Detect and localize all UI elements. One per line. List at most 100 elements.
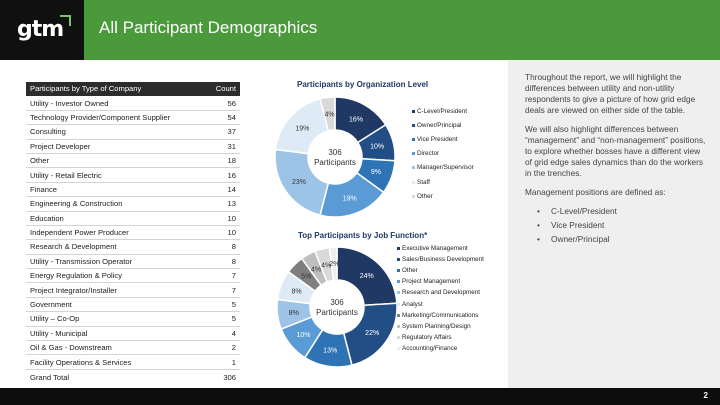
company-type-table: Participants by Type of Company Count Ut… <box>26 82 240 384</box>
table-row: Utility - Municipal 4 <box>26 327 240 342</box>
legend-item: Executive Management <box>397 243 484 254</box>
side-panel-text: Throughout the report, we will highlight… <box>525 72 709 248</box>
legend-label: Manager/Supervisor <box>417 164 474 172</box>
side-paragraph-2: We will also highlight differences betwe… <box>525 124 706 178</box>
legend-swatch <box>397 302 400 306</box>
legend-label: Owner/Principal <box>417 121 462 129</box>
side-paragraph-1: Throughout the report, we will highlight… <box>525 72 696 115</box>
legend-label: System Planning/Design <box>402 322 471 330</box>
table-row-label: Utility - Municipal <box>30 328 88 338</box>
donut-center-label: 306 <box>330 298 344 307</box>
donut-slice <box>336 246 398 307</box>
legend-item: Owner/Principal <box>412 118 474 132</box>
list-item: Vice President <box>537 220 709 231</box>
legend-swatch <box>397 346 400 350</box>
table-total-label: Grand Total <box>30 372 70 382</box>
table-row-count: 7 <box>231 271 236 281</box>
table-row-count: 37 <box>227 127 236 137</box>
table-row-label: Finance <box>30 184 58 194</box>
legend-item: Other <box>397 265 484 276</box>
slice-value-label: 22% <box>365 330 379 337</box>
footer-bar: 2 <box>0 388 720 405</box>
table-row: Project Developer 31 <box>26 140 240 154</box>
legend-item: Analyst <box>397 298 484 309</box>
legend-label: Project Management <box>402 278 461 286</box>
table-row-count: 5 <box>231 314 236 324</box>
donut-slice <box>319 96 336 132</box>
legend-swatch <box>397 280 400 284</box>
slice-value-label: 16% <box>349 116 363 123</box>
legend-item: Sales/Business Development <box>397 254 484 265</box>
table-row-label: Utility - Retail Electric <box>30 170 102 180</box>
table-row: Utility - Investor Owned 56 <box>26 96 240 111</box>
legend-label: Sales/Business Development <box>402 256 484 264</box>
table-row-count: 7 <box>231 285 236 295</box>
table-row-count: 4 <box>231 328 236 338</box>
table-row: Government 5 <box>26 298 240 313</box>
slice-value-label: 24% <box>360 273 374 280</box>
table-row-label: Engineering & Construction <box>30 199 123 209</box>
side-paragraph-3: Management positions are defined as: <box>525 187 666 197</box>
logo-text: gtm <box>17 17 64 42</box>
table-row-label: Education <box>30 213 64 223</box>
table-row: Independent Power Producer 10 <box>26 226 240 241</box>
table-row-count: 16 <box>227 170 236 180</box>
table-row-label: Other <box>30 156 49 166</box>
gtm-logo: gtm <box>0 0 84 60</box>
table-row-label: Facility Operations & Services <box>30 357 132 367</box>
slice-value-label: 10% <box>370 144 384 151</box>
table-row-label: Project Developer <box>30 141 91 151</box>
table-row-label: Technology Provider/Component Supplier <box>30 112 171 122</box>
table-row: Facility Operations & Services 1 <box>26 355 240 370</box>
legend-label: Analyst <box>402 300 423 308</box>
table-row-count: 8 <box>231 256 236 266</box>
legend-swatch <box>412 180 415 184</box>
legend-label: Executive Management <box>402 245 468 253</box>
table-row: Oil & Gas - Downstream 2 <box>26 341 240 356</box>
table-row-label: Utility - Transmission Operator <box>30 256 133 266</box>
table-row-label: Utility - Investor Owned <box>30 98 109 108</box>
table-row-count: 13 <box>227 199 236 209</box>
table-row: Utility - Retail Electric 16 <box>26 168 240 183</box>
side-panel: Throughout the report, we will highlight… <box>508 60 720 388</box>
legend-item: Manager/Supervisor <box>412 161 474 175</box>
legend-item: System Planning/Design <box>397 321 484 332</box>
legend-item: Accounting/Finance <box>397 343 484 354</box>
legend-swatch <box>397 335 400 339</box>
job-function-chart-title: Top Participants by Job Function* <box>298 231 428 240</box>
legend-label: Regulatory Affairs <box>402 333 452 341</box>
legend-label: Director <box>417 150 440 158</box>
legend-swatch <box>412 137 415 141</box>
donut-slice <box>328 246 338 282</box>
slice-value-label: 5% <box>301 274 311 281</box>
table-row-label: Research & Development <box>30 242 117 252</box>
donut-center-label: Participants <box>314 158 356 167</box>
slice-value-label: 2% <box>329 261 339 268</box>
table-row-count: 18 <box>227 156 236 166</box>
legend-swatch <box>412 152 415 156</box>
legend-label: Other <box>402 267 418 275</box>
legend-swatch <box>397 291 400 295</box>
legend-swatch <box>412 123 415 127</box>
table-row: Utility – Co-Op 5 <box>26 312 240 327</box>
job-function-legend: Executive Management Sales/Business Devel… <box>397 243 484 354</box>
list-item: C-Level/President <box>537 206 709 217</box>
legend-item: Project Management <box>397 276 484 287</box>
legend-swatch <box>412 194 415 198</box>
header-bar: gtm All Participant Demographics <box>0 0 720 60</box>
page-title: All Participant Demographics <box>99 18 318 37</box>
slice-value-label: 9% <box>371 169 381 176</box>
table-row-count: 31 <box>227 141 236 151</box>
table-row-count: 14 <box>227 184 236 194</box>
legend-swatch <box>397 258 400 262</box>
slice-value-label: 13% <box>323 347 337 354</box>
table-header-count: Count <box>215 84 236 94</box>
table-header-label: Participants by Type of Company <box>30 84 142 94</box>
legend-swatch <box>412 109 415 113</box>
legend-item: Regulatory Affairs <box>397 332 484 343</box>
legend-label: Marketing/Communications <box>402 311 479 319</box>
legend-swatch <box>397 313 400 317</box>
legend-item: Vice President <box>412 132 474 146</box>
